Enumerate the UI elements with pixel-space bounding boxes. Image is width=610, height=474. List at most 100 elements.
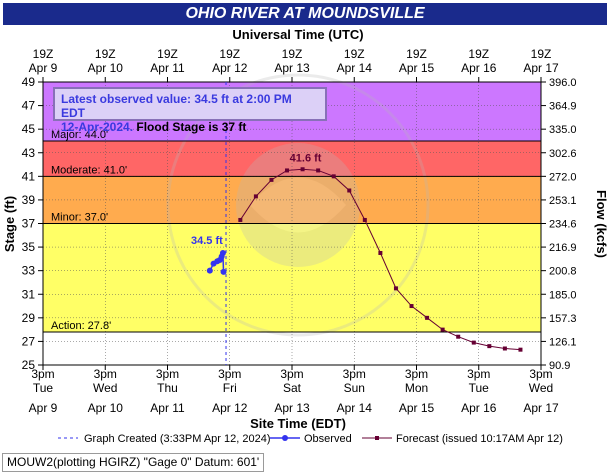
threshold-label: Major: 44.0' [51, 129, 108, 141]
edt-tick-time: 3pm [405, 367, 428, 381]
legend-observed-marker [282, 435, 288, 441]
y2-tick-label: 302.6 [549, 148, 577, 160]
edt-tick-date: Apr 16 [461, 401, 497, 415]
utc-tick-time: 19Z [33, 47, 54, 61]
edt-tick-day: Thu [157, 381, 178, 395]
forecast-point [502, 346, 507, 351]
edt-tick-time: 3pm [94, 367, 117, 381]
y-tick-label: 27 [22, 334, 36, 348]
forecast-point [456, 334, 461, 339]
y2-tick-label: 216.9 [549, 242, 577, 254]
edt-tick-time: 3pm [31, 367, 54, 381]
forecast-point [409, 304, 414, 309]
edt-tick-date: Apr 10 [88, 401, 124, 415]
y2-tick-label: 90.9 [549, 360, 570, 372]
edt-tick-date: Apr 17 [523, 401, 559, 415]
threshold-label: Moderate: 41.0' [51, 164, 127, 176]
y-tick-label: 25 [22, 358, 36, 372]
edt-tick-date: Apr 14 [337, 401, 373, 415]
edt-tick-time: 3pm [156, 367, 179, 381]
edt-tick-date: Apr 12 [212, 401, 248, 415]
forecast-point [253, 194, 258, 199]
edt-tick-day: Wed [529, 381, 553, 395]
edt-tick-time: 3pm [529, 367, 552, 381]
forecast-point [487, 344, 492, 349]
utc-tick-date: Apr 13 [274, 61, 310, 75]
series-layer: 41.6 ft 34.5 ft [191, 152, 523, 352]
utc-tick-date: Apr 12 [212, 61, 248, 75]
y-tick-label: 35 [22, 240, 36, 254]
threshold-label: Action: 27.8' [51, 320, 111, 332]
utc-tick-date: Apr 9 [29, 61, 58, 75]
utc-tick-date: Apr 17 [523, 61, 559, 75]
utc-axis-title: Universal Time (UTC) [232, 27, 363, 42]
edt-tick-date: Apr 9 [29, 401, 58, 415]
y-tick-label: 33 [22, 264, 36, 278]
legend-observed-text: Observed [304, 433, 352, 445]
latest-observed-text: Latest observed value: 34.5 ft at 2:00 P… [61, 92, 292, 120]
utc-tick-date: Apr 10 [88, 61, 124, 75]
latest-observed-box: Latest observed value: 34.5 ft at 2:00 P… [53, 87, 327, 134]
utc-tick-time: 19Z [282, 47, 303, 61]
edt-tick-day: Mon [405, 381, 428, 395]
edt-tick-time: 3pm [343, 367, 366, 381]
y2-tick-label: 272.0 [549, 171, 577, 183]
edt-tick-date: Apr 15 [399, 401, 435, 415]
edt-tick-time: 3pm [280, 367, 303, 381]
edt-tick-day: Tue [469, 381, 490, 395]
threshold-label: Minor: 37.0' [51, 212, 108, 224]
edt-tick-day: Wed [93, 381, 117, 395]
y2-tick-label: 126.1 [549, 336, 577, 348]
observed-label: 34.5 ft [191, 235, 223, 247]
y-tick-label: 43 [22, 146, 36, 160]
utc-tick-time: 19Z [406, 47, 427, 61]
edt-tick-time: 3pm [218, 367, 241, 381]
forecast-point [471, 340, 476, 345]
edt-tick-date: Apr 13 [274, 401, 310, 415]
legend-forecast-text: Forecast (issued 10:17AM Apr 12) [396, 433, 563, 445]
y2-tick-label: 335.0 [549, 124, 577, 136]
legend-forecast-marker [375, 436, 379, 440]
y2-axis-title: Flow (kcfs) [594, 190, 609, 258]
utc-tick-date: Apr 11 [150, 61, 185, 75]
forecast-point [393, 286, 398, 291]
forecast-point [425, 315, 430, 320]
threshold-labels: Major: 44.0' Moderate: 41.0' Minor: 37.0' A… [43, 129, 541, 333]
forecast-point [300, 167, 305, 172]
edt-tick-date: Apr 11 [150, 401, 185, 415]
edt-tick-day: Tue [33, 381, 54, 395]
gage-datum-footer: MOUW2(plotting HGIRZ) "Gage 0" Datum: 60… [2, 453, 265, 472]
x-axis-title: Site Time (EDT) [250, 416, 346, 431]
utc-tick-time: 19Z [95, 47, 116, 61]
noaa-watermark [166, 73, 430, 337]
edt-tick-time: 3pm [467, 367, 490, 381]
forecast-point [331, 174, 336, 179]
chart-title: OHIO RIVER AT MOUNDSVILLE [3, 3, 607, 25]
y2-tick-label: 396.0 [549, 77, 577, 89]
band-normal [43, 331, 541, 365]
utc-tick-time: 19Z [468, 47, 489, 61]
observed-point [206, 267, 213, 274]
flow-axis: 90.9 126.1 157.3 185.0 200.8 216.9 234.6 253.1 2… [541, 77, 577, 372]
y-tick-label: 37 [22, 217, 36, 231]
utc-tick-date: Apr 16 [461, 61, 497, 75]
utc-tick-time: 19Z [531, 47, 552, 61]
y-axis-title: Stage (ft) [2, 196, 17, 252]
observed-point [219, 249, 226, 256]
y2-tick-label: 200.8 [549, 266, 577, 278]
forecast-point [285, 168, 290, 173]
forecast-point [518, 347, 523, 352]
y-tick-label: 29 [22, 311, 36, 325]
forecast-point [238, 217, 243, 222]
y2-tick-label: 234.6 [549, 219, 577, 231]
y-tick-label: 41 [22, 169, 36, 183]
forecast-point [378, 250, 383, 255]
y2-tick-label: 253.1 [549, 195, 577, 207]
utc-tick-time: 19Z [344, 47, 365, 61]
y-tick-label: 49 [22, 75, 36, 89]
utc-tick-date: Apr 14 [337, 61, 373, 75]
utc-tick-time: 19Z [157, 47, 178, 61]
